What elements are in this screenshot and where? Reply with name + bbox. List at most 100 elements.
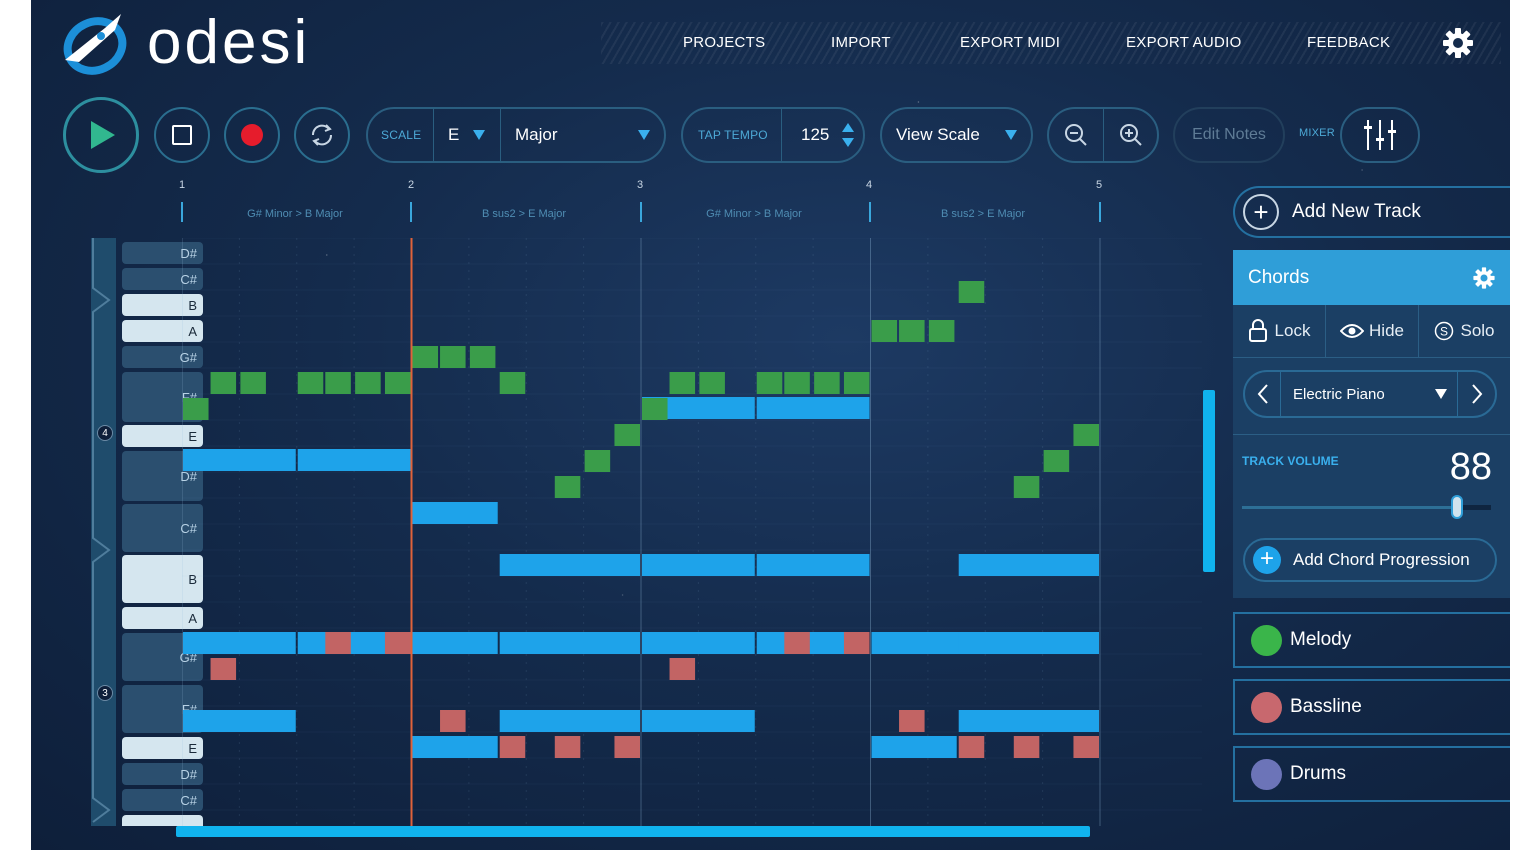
chord-label[interactable]: G# Minor > B Major bbox=[247, 208, 343, 220]
melody-note[interactable] bbox=[469, 346, 496, 368]
chord-note[interactable] bbox=[756, 397, 870, 419]
piano-key[interactable]: E bbox=[122, 425, 203, 447]
melody-note[interactable] bbox=[554, 476, 581, 498]
piano-key[interactable]: E bbox=[122, 737, 203, 759]
melody-note[interactable] bbox=[756, 372, 783, 394]
melody-note[interactable] bbox=[297, 372, 324, 394]
edit-notes-button[interactable]: Edit Notes bbox=[1173, 107, 1285, 163]
chord-label[interactable]: B sus2 > E Major bbox=[481, 208, 567, 220]
mixer-button[interactable] bbox=[1340, 107, 1420, 163]
piano-key[interactable] bbox=[122, 815, 203, 826]
melody-note[interactable] bbox=[1043, 450, 1070, 472]
bassline-note[interactable] bbox=[899, 710, 925, 732]
bassline-note[interactable] bbox=[440, 710, 466, 732]
bassline-note[interactable] bbox=[499, 736, 526, 758]
melody-note[interactable] bbox=[412, 346, 439, 368]
piano-key[interactable]: A bbox=[122, 320, 203, 342]
solo-button[interactable]: S Solo bbox=[1419, 305, 1510, 357]
piano-key[interactable]: C# bbox=[122, 789, 203, 811]
volume-slider[interactable] bbox=[1242, 495, 1491, 519]
add-chord-progression-button[interactable]: + Add Chord Progression bbox=[1243, 538, 1497, 582]
note-grid-canvas[interactable] bbox=[182, 238, 1202, 826]
chord-note[interactable] bbox=[412, 736, 498, 758]
nav-export-audio[interactable]: EXPORT AUDIO bbox=[1126, 34, 1242, 51]
melody-note[interactable] bbox=[325, 372, 351, 394]
mode-select[interactable]: Major bbox=[501, 125, 664, 145]
chord-note[interactable] bbox=[958, 554, 1099, 576]
chord-note[interactable] bbox=[183, 449, 296, 471]
melody-note[interactable] bbox=[871, 320, 898, 342]
nav-import[interactable]: IMPORT bbox=[831, 34, 891, 51]
instrument-dropdown[interactable]: Electric Piano bbox=[1281, 386, 1457, 403]
chord-note[interactable] bbox=[958, 632, 1099, 654]
zoom-in-button[interactable] bbox=[1104, 109, 1157, 161]
track-melody[interactable]: Melody bbox=[1233, 612, 1510, 668]
chord-note[interactable] bbox=[642, 632, 755, 654]
bassline-note[interactable] bbox=[384, 632, 411, 654]
piano-roll-grid[interactable] bbox=[182, 238, 1202, 826]
play-button[interactable] bbox=[63, 97, 139, 173]
chord-note[interactable] bbox=[297, 449, 411, 471]
bassline-note[interactable] bbox=[669, 658, 696, 680]
melody-note[interactable] bbox=[1013, 476, 1040, 498]
odesi-logo[interactable]: odesi bbox=[61, 8, 361, 78]
chord-note[interactable] bbox=[642, 397, 755, 419]
volume-slider-thumb[interactable] bbox=[1451, 495, 1463, 519]
add-new-track-button[interactable]: + Add New Track bbox=[1233, 186, 1510, 238]
nav-projects[interactable]: PROJECTS bbox=[683, 34, 766, 51]
piano-key[interactable]: B bbox=[122, 555, 203, 603]
bassline-note[interactable] bbox=[614, 736, 640, 758]
bassline-note[interactable] bbox=[325, 632, 351, 654]
piano-key[interactable]: B bbox=[122, 294, 203, 316]
melody-note[interactable] bbox=[899, 320, 925, 342]
melody-note[interactable] bbox=[355, 372, 381, 394]
track-header[interactable]: Chords bbox=[1233, 250, 1510, 305]
melody-note[interactable] bbox=[240, 372, 266, 394]
melody-note[interactable] bbox=[843, 372, 870, 394]
chord-note[interactable] bbox=[183, 632, 296, 654]
melody-note[interactable] bbox=[784, 372, 810, 394]
chord-note[interactable] bbox=[412, 632, 498, 654]
track-drums[interactable]: Drums bbox=[1233, 746, 1510, 802]
horizontal-scrollbar[interactable] bbox=[176, 826, 1090, 837]
bassline-note[interactable] bbox=[1073, 736, 1099, 758]
bassline-note[interactable] bbox=[958, 736, 985, 758]
melody-note[interactable] bbox=[210, 372, 237, 394]
melody-note[interactable] bbox=[614, 424, 640, 446]
chord-note[interactable] bbox=[499, 554, 640, 576]
chord-note[interactable] bbox=[756, 554, 870, 576]
melody-note[interactable] bbox=[1073, 424, 1099, 446]
piano-key[interactable]: C# bbox=[122, 268, 203, 290]
piano-key[interactable]: C# bbox=[122, 504, 203, 552]
chord-note[interactable] bbox=[412, 502, 498, 524]
melody-note[interactable] bbox=[499, 372, 526, 394]
chord-label[interactable]: G# Minor > B Major bbox=[706, 208, 802, 220]
chord-note[interactable] bbox=[958, 710, 1099, 732]
nav-export-midi[interactable]: EXPORT MIDI bbox=[960, 34, 1061, 51]
loop-button[interactable] bbox=[294, 107, 350, 163]
record-button[interactable] bbox=[224, 107, 280, 163]
piano-key[interactable]: D# bbox=[122, 242, 203, 264]
melody-note[interactable] bbox=[183, 398, 209, 420]
melody-note[interactable] bbox=[669, 372, 696, 394]
piano-key[interactable]: G# bbox=[122, 346, 203, 368]
chord-note[interactable] bbox=[642, 554, 755, 576]
track-bassline[interactable]: Bassline bbox=[1233, 679, 1510, 735]
lock-button[interactable]: Lock bbox=[1233, 305, 1326, 357]
hide-button[interactable]: Hide bbox=[1326, 305, 1419, 357]
bassline-note[interactable] bbox=[210, 658, 237, 680]
chord-note[interactable] bbox=[499, 632, 640, 654]
tap-tempo-button[interactable]: TAP TEMPO bbox=[698, 128, 768, 142]
melody-note[interactable] bbox=[384, 372, 411, 394]
melody-note[interactable] bbox=[584, 450, 611, 472]
key-select[interactable]: E bbox=[434, 125, 500, 145]
stop-button[interactable] bbox=[154, 107, 210, 163]
chord-note[interactable] bbox=[499, 710, 640, 732]
chord-note[interactable] bbox=[871, 632, 985, 654]
bassline-note[interactable] bbox=[784, 632, 810, 654]
prev-instrument-button[interactable] bbox=[1245, 372, 1281, 416]
vertical-scrollbar[interactable] bbox=[1203, 390, 1215, 572]
track-settings-gear-icon[interactable] bbox=[1472, 266, 1496, 290]
melody-note[interactable] bbox=[642, 398, 668, 420]
piano-key[interactable]: D# bbox=[122, 763, 203, 785]
